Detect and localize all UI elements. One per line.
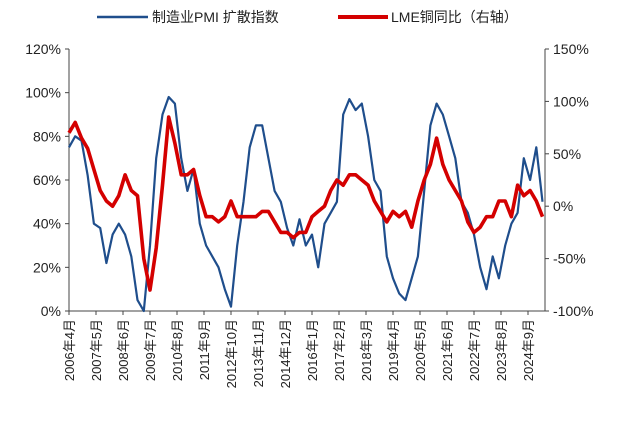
x-tick-label: 2010年8月 xyxy=(170,319,185,381)
left-tick-label: 20% xyxy=(33,259,61,275)
right-tick-label: 50% xyxy=(553,146,581,162)
legend-label-lme: LME铜同比（右轴） xyxy=(391,9,518,25)
lme-line xyxy=(69,117,543,290)
left-tick-label: 100% xyxy=(25,85,61,101)
left-tick-label: 80% xyxy=(33,128,61,144)
x-tick-label: 2021年6月 xyxy=(440,319,455,381)
legend: 制造业PMI 扩散指数 LME铜同比（右轴） xyxy=(97,9,518,25)
x-tick-label: 2020年5月 xyxy=(413,319,428,381)
x-tick-label: 2007年5月 xyxy=(89,319,104,381)
x-tick-label: 2019年4月 xyxy=(386,319,401,381)
legend-label-pmi: 制造业PMI 扩散指数 xyxy=(152,9,279,25)
right-tick-label: -50% xyxy=(553,251,586,267)
right-tick-label: 100% xyxy=(553,93,589,109)
x-tick-label: 2013年11月 xyxy=(251,319,266,387)
x-tick-label: 2006年4月 xyxy=(62,319,77,381)
x-tick-label: 2011年9月 xyxy=(197,319,212,380)
x-tick-label: 2018年3月 xyxy=(359,319,374,381)
x-tick-label: 2023年8月 xyxy=(494,319,509,381)
right-tick-label: -100% xyxy=(553,303,593,319)
left-tick-label: 120% xyxy=(25,41,61,57)
plot-lines xyxy=(69,97,543,311)
x-tick-label: 2009年7月 xyxy=(143,319,158,381)
x-tick-label: 2022年7月 xyxy=(467,319,482,381)
right-tick-label: 150% xyxy=(553,41,589,57)
axes: 0% 20% 40% 60% 80% 100% 120% -100% -50% 0% 50% 100%… xyxy=(25,41,593,388)
left-tick-label: 40% xyxy=(33,216,61,232)
x-tick-label: 2012年10月 xyxy=(224,319,239,388)
x-tick-label: 2016年1月 xyxy=(305,319,320,381)
right-tick-label: 0% xyxy=(553,198,573,214)
x-tick-label: 2017年2月 xyxy=(332,319,347,381)
x-tick-label: 2024年9月 xyxy=(521,319,536,381)
x-tick-label: 2008年6月 xyxy=(116,319,131,381)
left-tick-label: 0% xyxy=(41,303,61,319)
x-tick-label: 2014年12月 xyxy=(278,319,293,388)
left-tick-label: 60% xyxy=(33,172,61,188)
